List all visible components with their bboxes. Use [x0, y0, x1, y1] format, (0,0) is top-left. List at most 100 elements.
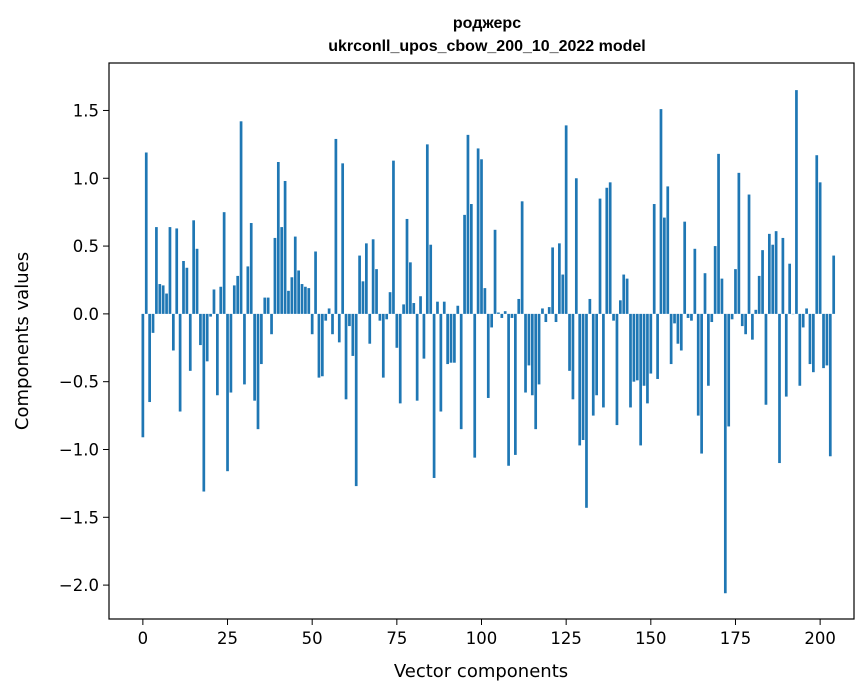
bar-56 [331, 313, 334, 335]
bar-112 [520, 201, 524, 314]
bar-83 [422, 313, 426, 359]
bar-133 [591, 313, 595, 416]
bar-185 [767, 233, 771, 314]
bar-170 [717, 153, 720, 314]
bar-39 [273, 237, 277, 314]
x-axis-label: Vector components [394, 661, 568, 682]
bar-139 [612, 313, 615, 321]
bar-40 [276, 162, 280, 314]
bar-168 [710, 313, 714, 323]
bar-43 [287, 290, 290, 314]
bar-117 [537, 313, 541, 385]
bar-178 [744, 313, 747, 335]
bar-179 [747, 194, 751, 314]
x-axis-ticks: 0 25 50 75 100 125 150 175 200 [138, 619, 836, 648]
bar-7 [165, 293, 168, 314]
bar-16 [195, 248, 199, 314]
bar-177 [740, 313, 744, 327]
bar-166 [703, 273, 707, 314]
bar-26 [229, 313, 233, 393]
bar-180 [751, 313, 754, 340]
bar-18 [202, 313, 206, 492]
bar-138 [608, 182, 612, 314]
bar-123 [558, 243, 561, 314]
bar-196 [805, 308, 808, 314]
bar-120 [547, 307, 551, 314]
bar-53 [320, 313, 324, 377]
bar-102 [486, 313, 490, 398]
y-tick-label: −1.0 [59, 440, 99, 459]
plot-frame [108, 62, 855, 620]
bar-202 [825, 313, 829, 366]
bar-8 [168, 227, 172, 314]
bars-group [141, 90, 836, 594]
bar-80 [412, 303, 416, 314]
bar-68 [371, 239, 375, 314]
bar-2 [148, 313, 151, 403]
bar-136 [602, 313, 605, 408]
bar-67 [368, 313, 372, 344]
bar-73 [388, 292, 392, 314]
bar-36 [263, 297, 267, 314]
bar-167 [707, 313, 710, 386]
bar-89 [442, 301, 446, 314]
x-tick-label: 0 [138, 629, 149, 648]
bar-190 [784, 313, 788, 397]
bar-78 [405, 218, 409, 314]
bar-172 [723, 313, 727, 594]
y-tick-label: 1.5 [73, 101, 99, 120]
bar-159 [679, 313, 683, 351]
bar-24 [222, 212, 226, 314]
bar-49 [307, 288, 311, 314]
y-tick-label: 1.0 [73, 169, 99, 188]
bar-81 [415, 313, 419, 401]
bar-58 [337, 313, 341, 343]
bar-22 [216, 313, 219, 396]
bar-21 [212, 289, 216, 314]
y-axis-ticks: −2.0 −1.5 −1.0 −0.5 0.0 0.5 1.0 1.5 [59, 101, 109, 595]
bar-188 [778, 313, 781, 464]
bar-45 [293, 236, 297, 314]
bar-164 [696, 313, 700, 416]
bar-189 [781, 237, 785, 314]
bar-71 [381, 313, 385, 378]
y-tick-label: −0.5 [59, 373, 99, 392]
x-tick-label: 50 [302, 629, 323, 648]
bar-69 [375, 269, 378, 314]
bar-106 [500, 313, 504, 318]
bar-95 [463, 214, 466, 314]
bar-66 [365, 243, 368, 314]
bar-11 [178, 313, 182, 412]
bar-149 [646, 313, 649, 404]
bar-4 [155, 227, 158, 314]
bar-60 [344, 313, 348, 400]
bar-111 [517, 298, 521, 314]
bar-27 [232, 285, 236, 314]
bar-150 [649, 313, 653, 374]
bar-182 [757, 275, 761, 314]
bar-88 [439, 313, 443, 412]
bar-156 [669, 313, 673, 365]
bar-105 [497, 312, 500, 314]
bar-118 [541, 308, 544, 314]
bar-131 [585, 313, 588, 508]
bar-199 [815, 155, 819, 314]
bar-9 [171, 313, 175, 351]
bar-15 [192, 220, 196, 314]
bar-19 [205, 313, 209, 362]
bar-183 [761, 250, 764, 314]
bar-145 [632, 313, 636, 382]
bar-14 [188, 313, 192, 371]
bar-5 [158, 284, 162, 314]
bar-70 [378, 313, 382, 321]
bar-35 [260, 313, 263, 365]
bar-25 [226, 313, 229, 472]
bar-191 [788, 263, 792, 314]
bar-143 [625, 278, 629, 314]
bar-44 [290, 277, 294, 314]
bar-64 [358, 255, 361, 314]
bar-193 [795, 90, 798, 314]
bar-77 [402, 304, 405, 314]
bar-146 [635, 313, 639, 381]
bar-110 [514, 313, 517, 455]
